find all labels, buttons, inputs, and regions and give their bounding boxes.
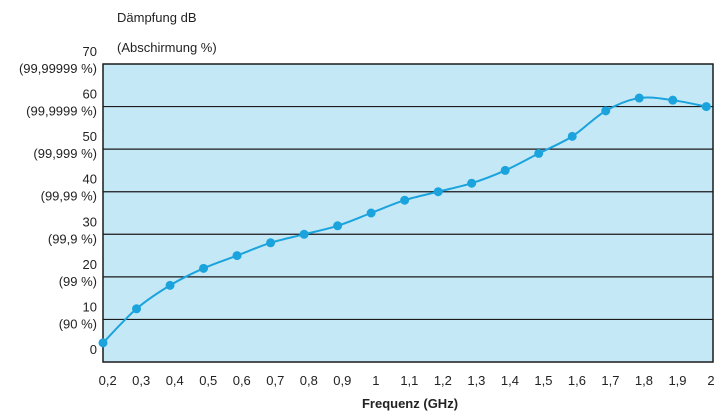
x-tick-label: 1,5: [534, 373, 552, 388]
y-tick-label: 70: [83, 44, 97, 59]
x-tick-label: 0,8: [300, 373, 318, 388]
x-tick-label: 0,2: [99, 373, 117, 388]
data-point: [701, 102, 711, 112]
x-tick-label: 1,8: [635, 373, 653, 388]
x-tick-label: 1: [372, 373, 379, 388]
chart-title: Dämpfung dB: [117, 10, 197, 25]
data-point: [165, 280, 175, 290]
y-tick-label: 10: [83, 299, 97, 314]
x-tick-label: 0,9: [333, 373, 351, 388]
y-secondary-label: (90 %): [59, 316, 97, 331]
data-point: [601, 106, 611, 116]
x-tick-label: 1,4: [501, 373, 519, 388]
y-tick-label: 30: [83, 214, 97, 229]
y-tick-label: 60: [83, 87, 97, 102]
data-point: [400, 195, 410, 205]
x-tick-label: 0,4: [166, 373, 184, 388]
chart-subtitle: (Abschirmung %): [117, 40, 217, 55]
x-tick-label: 1,3: [467, 373, 485, 388]
x-tick-label: 2: [707, 373, 714, 388]
y-secondary-label: (99,9999 %): [26, 104, 97, 119]
y-secondary-label: (99,999 %): [33, 146, 97, 161]
x-tick-label: 1,6: [568, 373, 586, 388]
y-tick-label: 40: [83, 172, 97, 187]
data-point: [567, 131, 577, 141]
y-tick-label: 0: [90, 342, 97, 357]
data-point: [500, 165, 510, 175]
data-point: [98, 338, 108, 348]
y-secondary-label: (99 %): [59, 274, 97, 289]
data-point: [366, 208, 376, 218]
x-tick-label: 1,9: [668, 373, 686, 388]
data-point: [266, 238, 276, 248]
data-point: [433, 187, 443, 197]
data-point: [333, 221, 343, 231]
data-point: [199, 263, 209, 273]
y-tick-label: 20: [83, 257, 97, 272]
x-tick-label: 1,2: [434, 373, 452, 388]
y-secondary-label: (99,99999 %): [19, 61, 97, 76]
x-tick-label: 1,1: [400, 373, 418, 388]
x-tick-label: 0,3: [132, 373, 150, 388]
data-point: [668, 95, 678, 105]
x-tick-label: 0,5: [199, 373, 217, 388]
x-axis-label: Frequenz (GHz): [361, 396, 459, 411]
plot-area: [102, 63, 714, 363]
data-point: [232, 251, 242, 261]
data-point: [634, 93, 644, 103]
data-point: [132, 304, 142, 314]
x-tick-label: 0,6: [233, 373, 251, 388]
data-point: [299, 229, 309, 239]
x-tick-label: 1,7: [601, 373, 619, 388]
x-tick-label: 0,7: [266, 373, 284, 388]
y-secondary-label: (99,9 %): [48, 231, 97, 246]
data-point: [534, 148, 544, 158]
y-secondary-label: (99,99 %): [41, 189, 97, 204]
data-point: [467, 178, 477, 188]
y-tick-label: 50: [83, 129, 97, 144]
